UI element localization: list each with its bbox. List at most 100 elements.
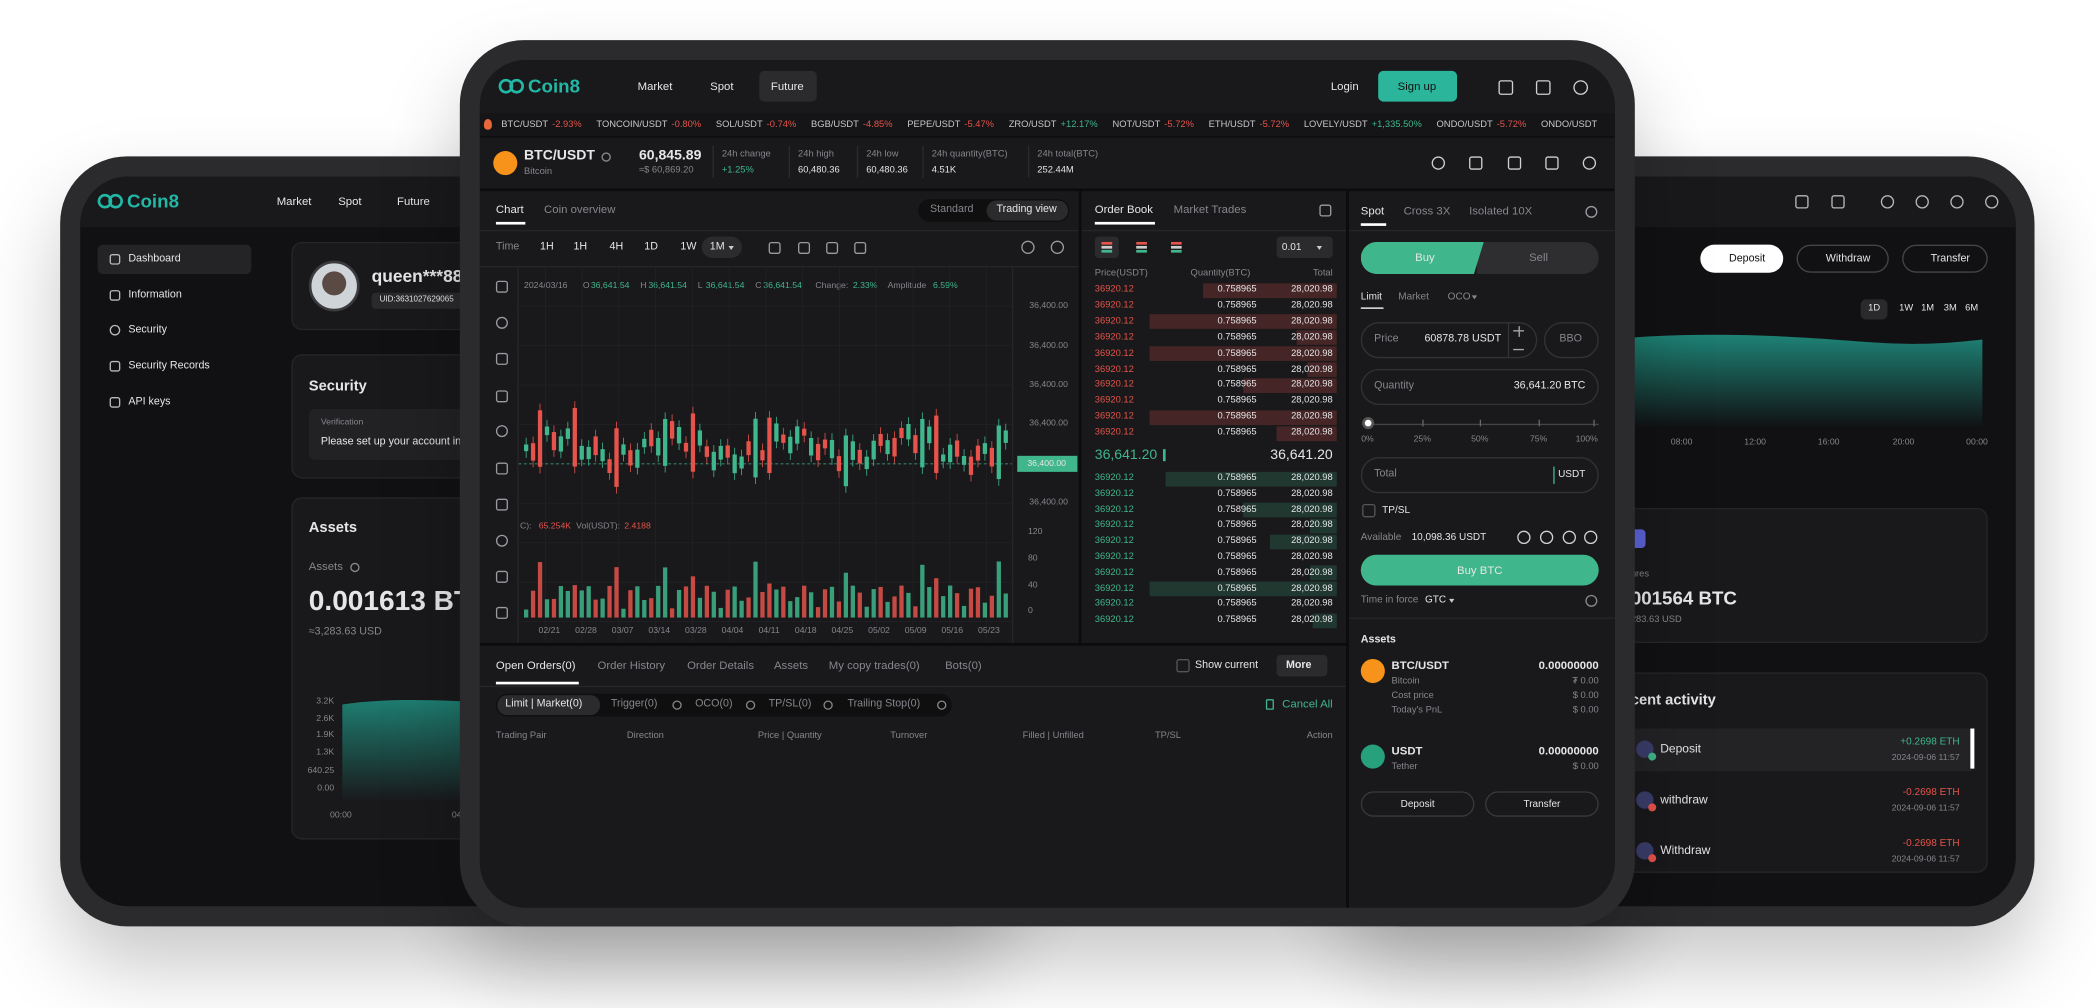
- icon[interactable]: [109, 397, 121, 408]
- text[interactable]: Sign up: [1397, 79, 1437, 93]
- range-tab[interactable]: 1W: [1899, 303, 1914, 314]
- quantity-input[interactable]: [1360, 368, 1599, 406]
- tab[interactable]: Coin overview: [544, 202, 616, 216]
- ticker[interactable]: TONCOIN/USDT -0.80%: [596, 120, 701, 129]
- login[interactable]: Login: [1330, 79, 1359, 93]
- interval[interactable]: 4H: [609, 240, 624, 253]
- icon[interactable]: [109, 290, 121, 301]
- icon[interactable]: [1985, 195, 1999, 209]
- icon[interactable]: [1545, 156, 1559, 170]
- icon[interactable]: [495, 316, 508, 329]
- icon[interactable]: [495, 497, 508, 510]
- nav-link[interactable]: Spot: [710, 79, 734, 93]
- text[interactable]: More: [1285, 658, 1312, 671]
- text[interactable]: Transfer: [1523, 797, 1561, 810]
- interval[interactable]: 1W: [680, 240, 697, 253]
- icon[interactable]: [671, 699, 682, 710]
- icon[interactable]: [1572, 79, 1588, 95]
- order-type[interactable]: OCO: [1447, 289, 1471, 302]
- icon[interactable]: [853, 241, 866, 254]
- nav-link[interactable]: Market: [276, 194, 312, 208]
- tab[interactable]: Order History: [597, 658, 666, 672]
- icon[interactable]: [1915, 195, 1929, 209]
- icon[interactable]: [495, 352, 508, 365]
- text[interactable]: Standard: [930, 202, 974, 215]
- filter[interactable]: TP/SL(0): [768, 697, 812, 710]
- tab[interactable]: Market Trades: [1173, 202, 1247, 216]
- range-tab[interactable]: 1D: [1868, 303, 1881, 314]
- icon[interactable]: [1517, 530, 1531, 545]
- ticker[interactable]: BGB/USDT -4.85%: [811, 120, 893, 129]
- ticker[interactable]: ZRO/USDT +12.17%: [1009, 120, 1098, 129]
- interval[interactable]: 1D: [644, 240, 658, 253]
- sidebar-item[interactable]: Security Records: [128, 359, 210, 372]
- icon[interactable]: [822, 699, 833, 710]
- icon[interactable]: [109, 253, 121, 265]
- icon[interactable]: [495, 606, 508, 619]
- tab[interactable]: Bots(0): [945, 658, 982, 672]
- icon[interactable]: [1831, 195, 1845, 209]
- icon[interactable]: [1021, 240, 1035, 254]
- tab[interactable]: Order Details: [687, 658, 755, 672]
- tab[interactable]: Assets: [773, 658, 809, 672]
- text[interactable]: Buy: [1415, 250, 1435, 264]
- nav-link[interactable]: Market: [637, 79, 673, 93]
- icon[interactable]: [1497, 79, 1513, 95]
- icon[interactable]: [1431, 156, 1446, 170]
- action-button[interactable]: [1796, 244, 1889, 273]
- order-type[interactable]: Market: [1398, 289, 1429, 302]
- signup-button[interactable]: [1378, 70, 1458, 102]
- tab[interactable]: Isolated 10X: [1469, 203, 1533, 217]
- icon[interactable]: [1562, 530, 1577, 545]
- icon[interactable]: [1584, 205, 1597, 218]
- filter[interactable]: Trailing Stop(0): [847, 697, 921, 710]
- sidebar-item[interactable]: Security: [128, 322, 167, 335]
- nav-link[interactable]: Future: [770, 79, 804, 93]
- nav-link[interactable]: Spot: [338, 194, 362, 208]
- precision-select[interactable]: [1276, 236, 1333, 258]
- ticker[interactable]: NOT/USDT -5.72%: [1112, 120, 1193, 129]
- ticker[interactable]: LOVELY/USDT +1,335.50%: [1304, 120, 1422, 129]
- icon[interactable]: [109, 360, 121, 372]
- text[interactable]: Sell: [1529, 250, 1549, 264]
- submit-button[interactable]: [1360, 554, 1599, 586]
- tab[interactable]: Cross 3X: [1403, 203, 1451, 217]
- text[interactable]: Deposit: [1400, 797, 1435, 810]
- icon[interactable]: [495, 534, 508, 547]
- tab[interactable]: Open Orders(0): [495, 658, 576, 672]
- icon[interactable]: [495, 461, 508, 474]
- icon[interactable]: [797, 241, 810, 254]
- icon[interactable]: [1469, 156, 1483, 170]
- text[interactable]: Deposit: [1728, 252, 1766, 265]
- icon[interactable]: [600, 151, 611, 162]
- interval[interactable]: 1M: [709, 240, 725, 253]
- action-button[interactable]: [1902, 244, 1988, 273]
- ticker[interactable]: SOL/USDT -0.74%: [716, 120, 796, 129]
- action-button[interactable]: [1700, 244, 1784, 273]
- icon[interactable]: [349, 562, 359, 572]
- icon[interactable]: [495, 424, 508, 437]
- nav-link[interactable]: Future: [397, 194, 430, 208]
- icon[interactable]: [109, 324, 121, 336]
- text[interactable]: Transfer: [1930, 252, 1971, 265]
- icon[interactable]: [1539, 530, 1554, 545]
- tab[interactable]: My copy trades(0): [828, 658, 920, 672]
- sidebar-item[interactable]: Information: [128, 288, 182, 301]
- text[interactable]: Withdraw: [1825, 252, 1871, 265]
- ticker[interactable]: PEPE/USDT -5.47%: [907, 120, 994, 129]
- checkbox[interactable]: [1362, 503, 1376, 518]
- buy-button[interactable]: [1360, 241, 1484, 275]
- sidebar-item[interactable]: Dashboard: [128, 252, 181, 265]
- filter[interactable]: Trigger(0): [610, 697, 658, 710]
- icon[interactable]: [767, 241, 780, 254]
- tab[interactable]: Chart: [495, 202, 524, 216]
- sidebar-item[interactable]: API keys: [128, 395, 171, 408]
- icon[interactable]: [1535, 79, 1550, 95]
- icon[interactable]: [495, 570, 508, 583]
- icon[interactable]: [745, 699, 755, 710]
- interval[interactable]: 1H: [573, 240, 588, 253]
- icon[interactable]: [936, 699, 946, 710]
- text[interactable]: Cancel All: [1282, 696, 1333, 711]
- slider-thumb[interactable]: [1362, 417, 1375, 430]
- icon[interactable]: [1507, 156, 1522, 170]
